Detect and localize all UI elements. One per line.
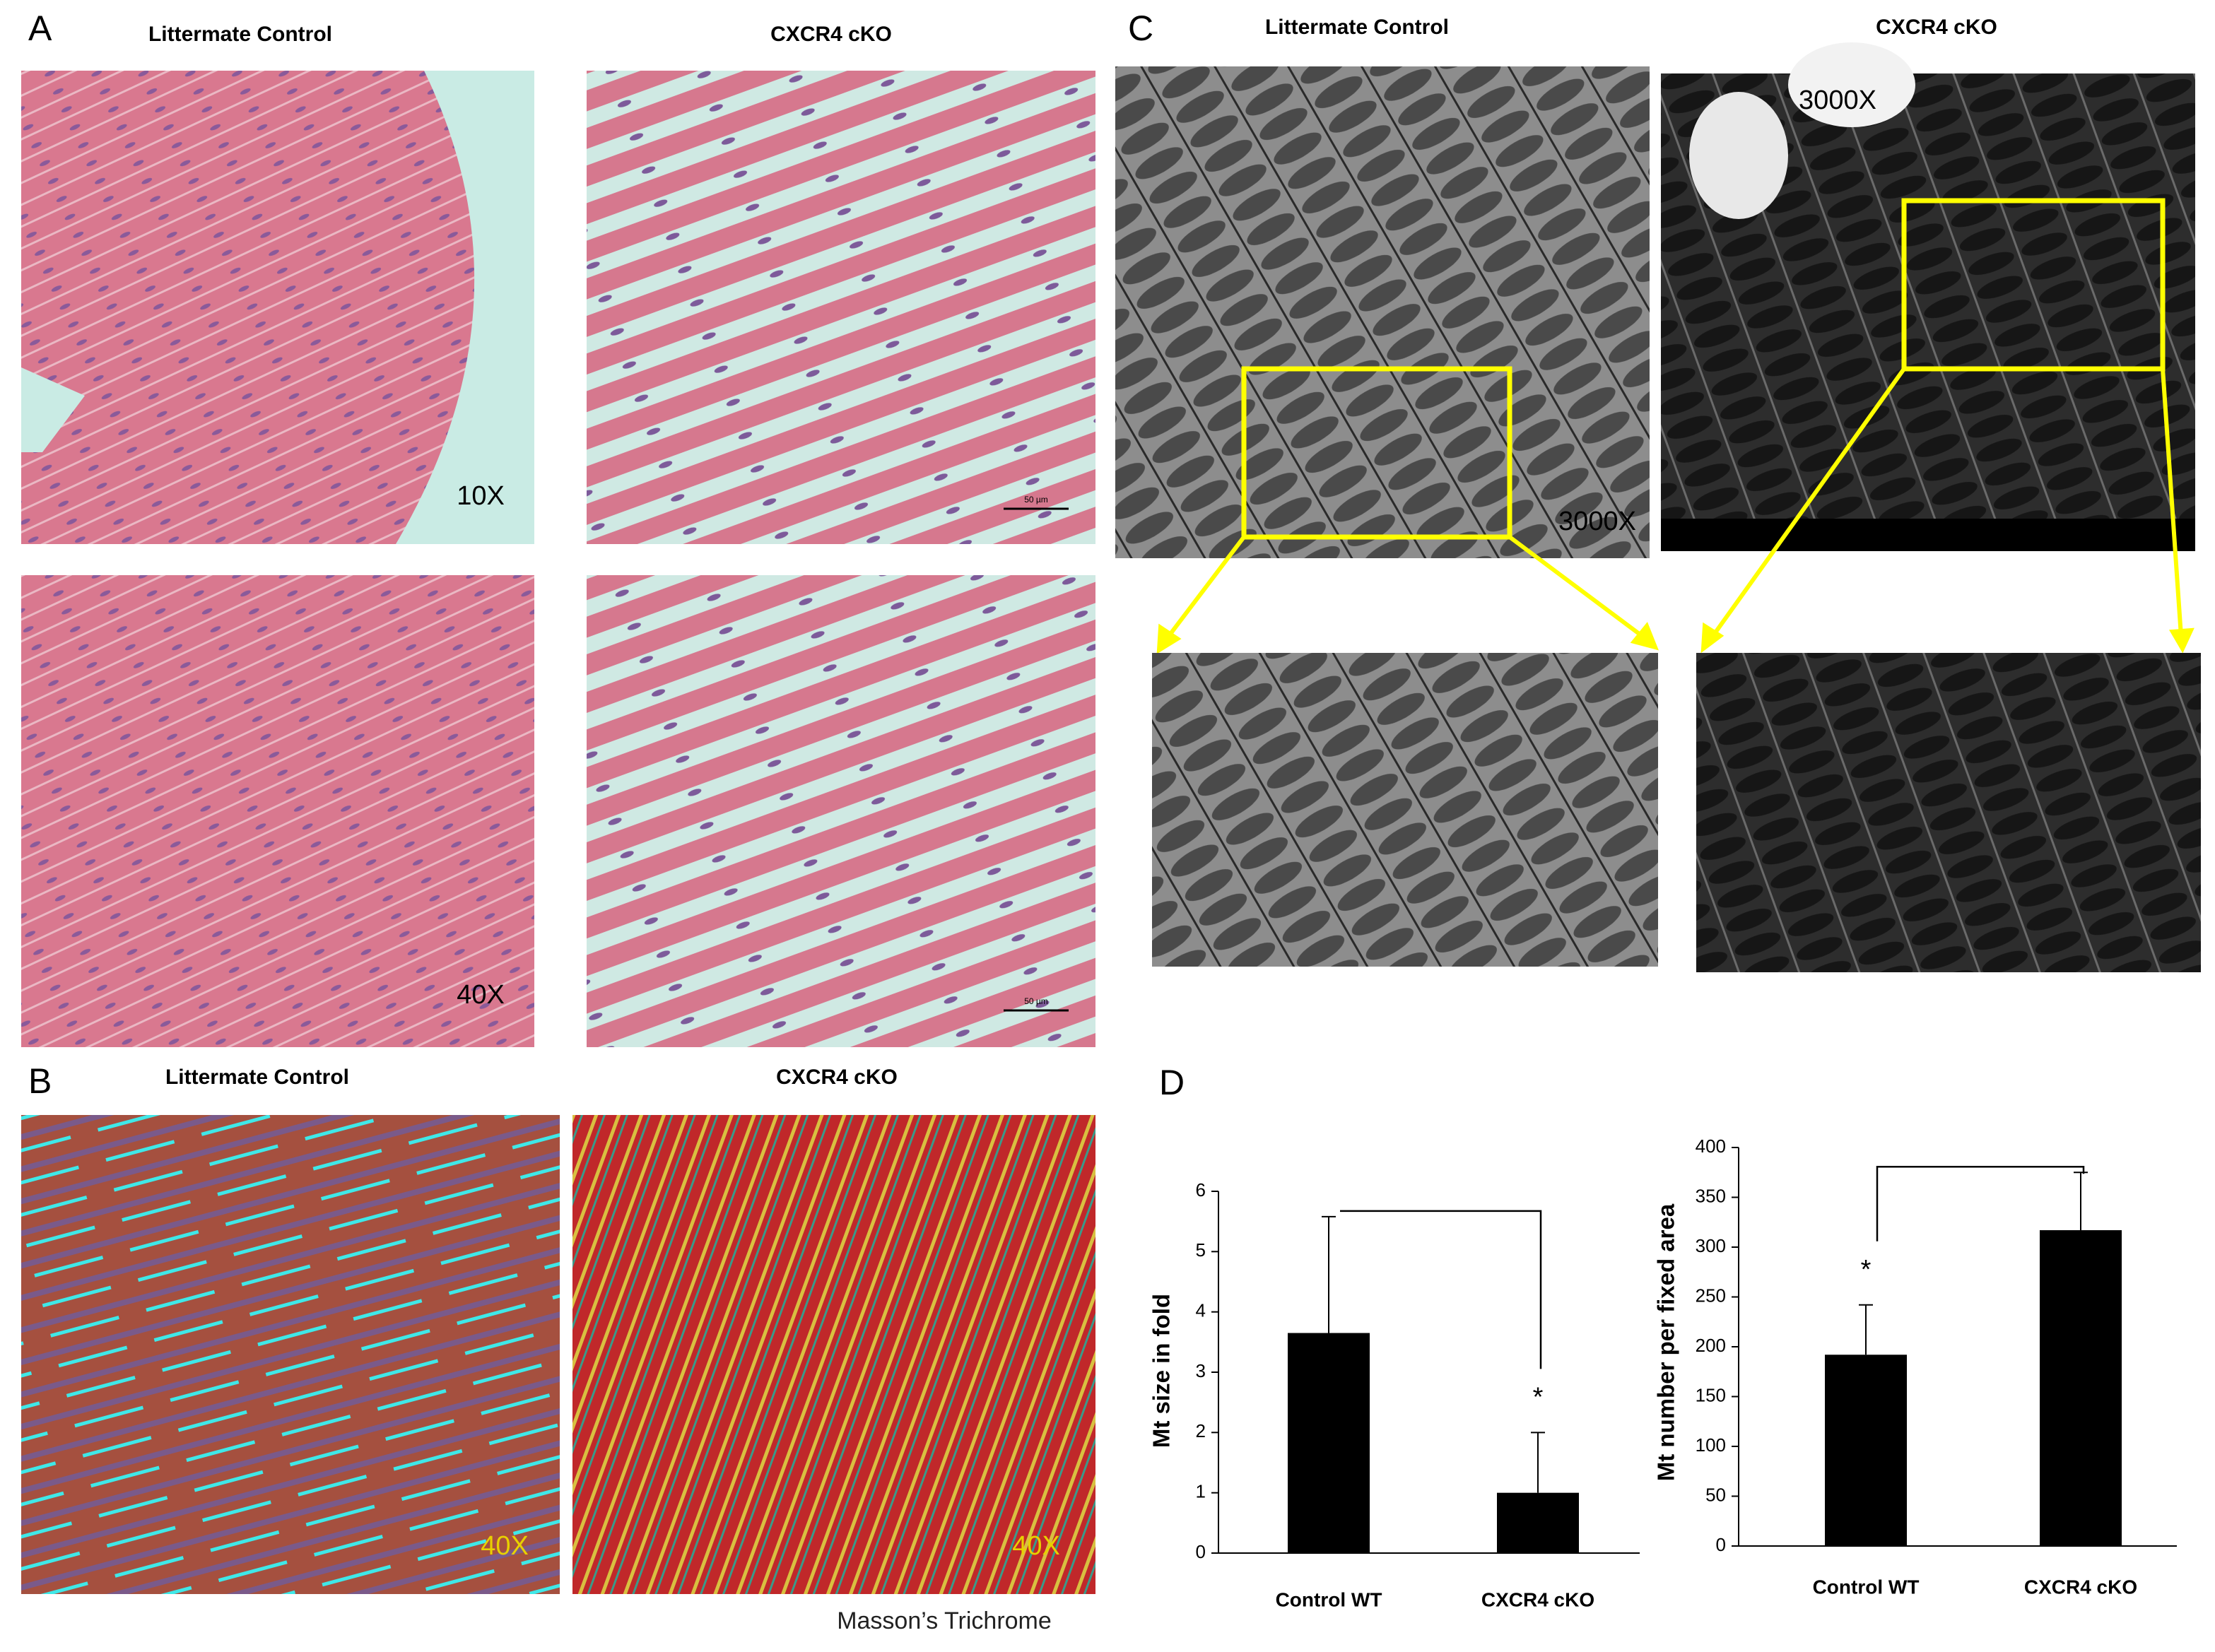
y-tick-label: 0 <box>1716 1534 1726 1555</box>
y-tick-label: 300 <box>1696 1235 1726 1256</box>
error-bar <box>1322 1215 1336 1333</box>
magnification: 3000X <box>1799 85 1876 115</box>
column-title: CXCR4 cKO <box>1876 16 1997 39</box>
y-tick-label: 400 <box>1696 1135 1726 1157</box>
micrograph <box>21 575 534 1047</box>
y-tick-label: 250 <box>1696 1285 1726 1306</box>
y-axis-label: Mt size in fold <box>1148 1294 1175 1448</box>
em-image <box>1115 66 1650 558</box>
y-tick-label: 50 <box>1705 1484 1726 1505</box>
y-tick-label: 100 <box>1696 1434 1726 1456</box>
error-bar <box>1531 1432 1545 1493</box>
bar <box>1825 1355 1907 1546</box>
micrograph <box>587 575 1095 1047</box>
em-info-bar <box>1661 519 2195 551</box>
panel-label: D <box>1159 1063 1185 1102</box>
y-tick-label: 6 <box>1196 1179 1206 1200</box>
magnification: 3000X <box>1558 507 1636 536</box>
micrograph <box>587 71 1095 544</box>
scale-bar-label: 50 µm <box>1024 996 1048 1006</box>
y-tick-label: 2 <box>1196 1420 1206 1441</box>
zoom-box <box>1241 366 1512 540</box>
significance-bracket <box>1876 1166 2085 1241</box>
y-tick-label: 5 <box>1196 1239 1206 1261</box>
background <box>21 367 85 452</box>
error-bar <box>1859 1304 1873 1355</box>
scale-bar-label: 50 µm <box>1024 495 1048 505</box>
y-tick-label: 150 <box>1696 1384 1726 1405</box>
micrograph <box>572 1115 1095 1594</box>
background <box>396 71 534 544</box>
significance-bracket <box>1340 1210 1542 1369</box>
column-title: CXCR4 cKO <box>770 23 892 46</box>
bar <box>1497 1492 1579 1553</box>
background <box>1689 92 1788 219</box>
magnification: 40X <box>457 980 505 1010</box>
column-title: Littermate Control <box>165 1066 349 1089</box>
bar <box>2040 1230 2122 1546</box>
magnification: 10X <box>457 481 505 511</box>
micrograph <box>21 1115 560 1594</box>
zoom-box <box>1901 198 2166 372</box>
em-zoom <box>1696 653 2201 972</box>
significance-marker: * <box>1533 1382 1544 1412</box>
x-tick-label: CXCR4 cKO <box>2024 1576 2137 1598</box>
panel-label: C <box>1128 8 1153 48</box>
magnification: 40X <box>481 1531 529 1561</box>
column-title: Littermate Control <box>148 23 332 46</box>
zoom-arrows <box>1156 367 2195 654</box>
magnification: 40X <box>1012 1531 1060 1561</box>
y-tick-label: 3 <box>1196 1360 1206 1381</box>
y-tick-label: 4 <box>1196 1300 1206 1321</box>
column-title: CXCR4 cKO <box>776 1066 898 1089</box>
panel-label: B <box>28 1061 52 1101</box>
y-tick-label: 1 <box>1196 1481 1206 1502</box>
background <box>1788 42 1915 127</box>
stain-label: Masson’s Trichrome <box>837 1607 1052 1634</box>
y-axis-label: Mt number per fixed area <box>1653 1203 1679 1481</box>
column-title: Littermate Control <box>1265 16 1449 39</box>
bar <box>1288 1333 1370 1553</box>
y-tick-label: 0 <box>1196 1541 1206 1562</box>
y-tick-label: 350 <box>1696 1185 1726 1206</box>
em-zoom <box>1152 653 1658 967</box>
significance-marker: * <box>1861 1255 1872 1285</box>
error-bar <box>2074 1172 2088 1231</box>
x-tick-label: Control WT <box>1813 1576 1920 1598</box>
x-tick-label: CXCR4 cKO <box>1481 1588 1594 1610</box>
panel-label: A <box>28 8 52 48</box>
y-tick-label: 200 <box>1696 1335 1726 1356</box>
x-tick-label: Control WT <box>1276 1588 1382 1610</box>
